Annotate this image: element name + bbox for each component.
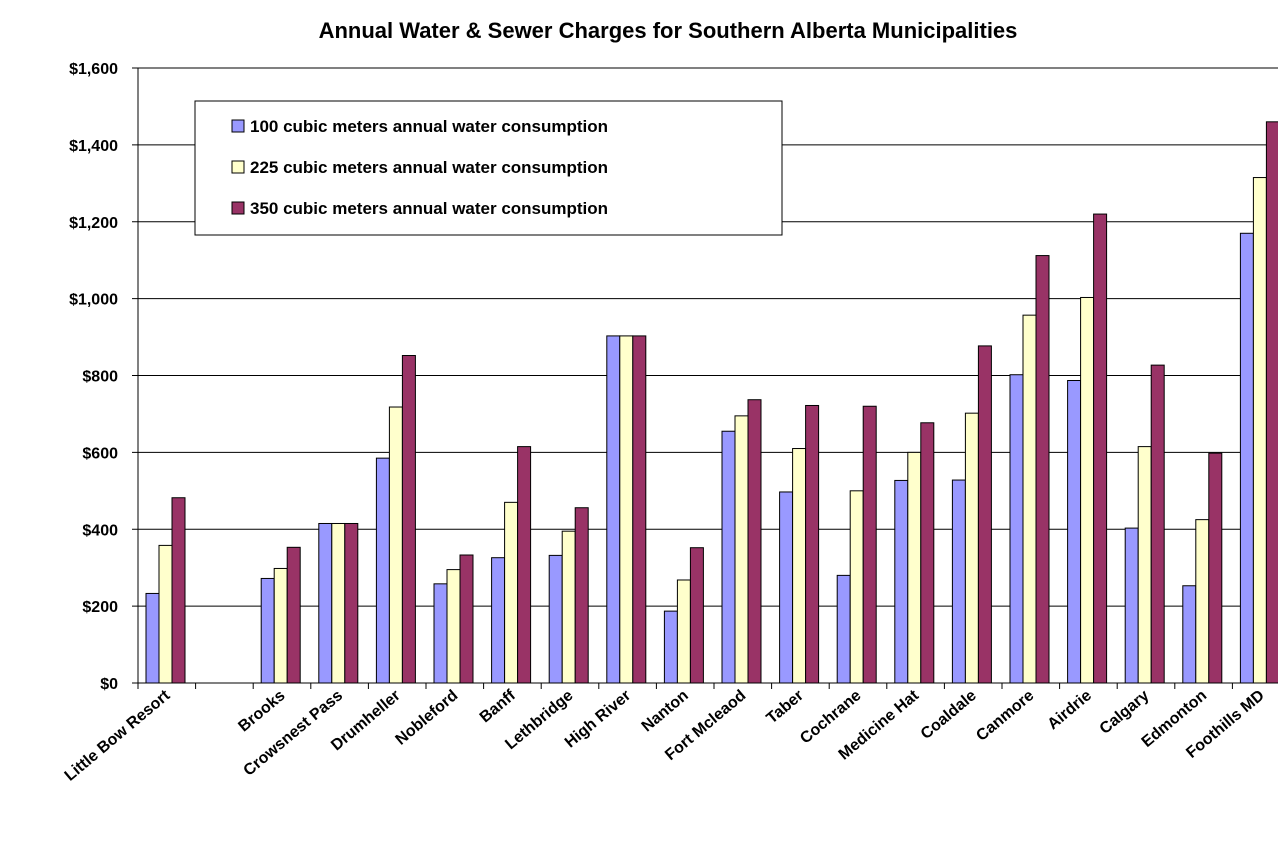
bar: [574, 507, 589, 684]
y-tick-label: $1,600: [69, 61, 118, 78]
bar: [375, 457, 390, 684]
bar: [1009, 374, 1024, 684]
bar: [619, 335, 634, 684]
bar: [632, 335, 647, 684]
bar: [446, 569, 461, 684]
bar: [517, 446, 532, 684]
bar: [1093, 213, 1108, 684]
bar: [689, 547, 704, 684]
x-tick-label: Taber: [764, 687, 807, 727]
x-tick-label: Coaldale: [918, 687, 980, 743]
x-tick-label: Airdrie: [1045, 687, 1096, 733]
bar: [894, 479, 909, 684]
bar: [734, 415, 749, 684]
bar: [1137, 446, 1152, 684]
bar: [158, 544, 173, 684]
bar: [1067, 379, 1082, 684]
bar: [606, 335, 621, 684]
bar: [318, 522, 333, 684]
y-tick-label: $1,400: [69, 138, 118, 155]
bar: [1124, 527, 1139, 684]
bar: [401, 355, 416, 684]
bar: [331, 522, 346, 684]
y-tick-label: $1,200: [69, 215, 118, 232]
bar: [792, 448, 807, 684]
legend: 100 cubic meters annual water consumptio…: [194, 100, 783, 236]
bar: [260, 577, 275, 684]
legend-label: 100 cubic meters annual water consumptio…: [250, 117, 608, 136]
bar: [951, 479, 966, 684]
x-tick-label: Canmore: [973, 687, 1037, 745]
bar: [561, 530, 576, 684]
x-tick-label: Calgary: [1097, 687, 1153, 738]
bar: [504, 501, 519, 684]
bar: [1080, 296, 1095, 684]
bar: [676, 579, 691, 684]
legend-label: 350 cubic meters annual water consumptio…: [250, 199, 608, 218]
bar: [273, 567, 288, 684]
x-tick-label: Nanton: [639, 687, 692, 735]
bar: [286, 546, 301, 684]
bar: [836, 574, 851, 684]
bar: [862, 405, 877, 684]
bar: [747, 399, 762, 684]
y-tick-label: $0: [100, 676, 118, 693]
y-tick-label: $1,000: [69, 292, 118, 309]
bar: [805, 404, 820, 684]
bar: [721, 430, 736, 684]
y-tick-label: $200: [82, 599, 118, 616]
bar: [1208, 452, 1223, 684]
y-tick-label: $400: [82, 522, 118, 539]
bar: [1195, 519, 1210, 684]
legend-swatch: [231, 160, 245, 174]
bar: [907, 451, 922, 684]
bar: [1265, 121, 1278, 684]
bar: [1252, 177, 1267, 684]
bar: [433, 583, 448, 684]
bar: [1150, 364, 1165, 684]
bar: [964, 412, 979, 684]
x-tick-label: Brooks: [235, 687, 288, 736]
bar: [663, 610, 678, 684]
bar: [459, 554, 474, 684]
bar: [388, 406, 403, 684]
x-tick-label: Crowsnest Pass: [241, 687, 347, 780]
bar: [920, 422, 935, 684]
bar: [977, 345, 992, 684]
bar: [145, 592, 160, 684]
y-tick-label: $600: [82, 445, 118, 462]
bar: [491, 557, 506, 684]
bar: [548, 554, 563, 684]
bar: [779, 491, 794, 684]
bar: [344, 522, 359, 684]
bar: [1035, 255, 1050, 684]
x-tick-label: Banff: [477, 687, 520, 727]
y-tick-label: $800: [82, 369, 118, 386]
x-tick-label: Little Bow Resort: [62, 687, 174, 785]
bar: [1022, 314, 1037, 684]
bar: [1182, 585, 1197, 684]
bar: [849, 490, 864, 684]
legend-box: [194, 100, 783, 236]
legend-swatch: [231, 201, 245, 215]
x-tick-label: Nobleford: [393, 687, 462, 749]
legend-label: 225 cubic meters annual water consumptio…: [250, 158, 608, 177]
legend-swatch: [231, 119, 245, 133]
bar: [171, 497, 186, 684]
chart-title: Annual Water & Sewer Charges for Souther…: [319, 18, 1018, 43]
bar: [1239, 232, 1254, 684]
